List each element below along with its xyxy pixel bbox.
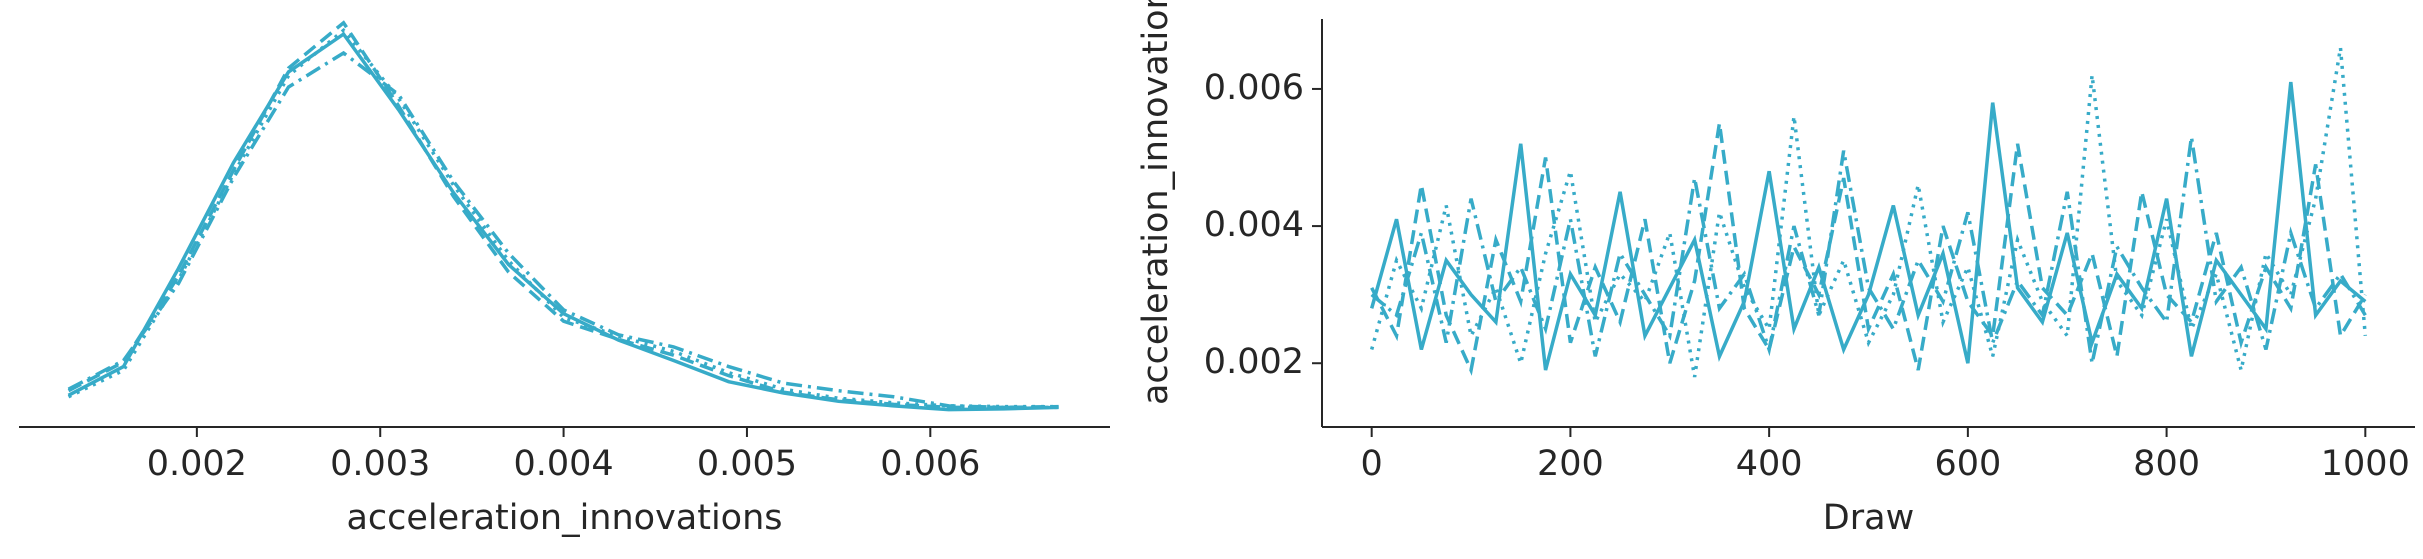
x-tick-label: 0.006 — [880, 444, 980, 484]
x-tick-label: 0.004 — [513, 444, 613, 484]
x-axis-label: acceleration_innovations — [346, 498, 782, 538]
series-line — [67, 20, 1059, 410]
x-tick-label: 0.003 — [330, 444, 430, 484]
x-tick-label: 0.005 — [697, 444, 797, 484]
x-tick-label: 400 — [1736, 444, 1803, 484]
series-line — [67, 50, 1059, 410]
x-axis-label: Draw — [1823, 498, 1914, 538]
series-line — [1369, 81, 2367, 371]
y-axis-label: acceleration_innovations — [1136, 0, 1176, 405]
y-tick-label: 0.006 — [1204, 68, 1304, 108]
y-tick-label: 0.002 — [1204, 342, 1304, 382]
series-line — [67, 27, 1059, 409]
x-tick-label: 1000 — [2321, 444, 2410, 484]
x-tick-label: 600 — [1934, 444, 2001, 484]
x-tick-label: 0.002 — [147, 444, 247, 484]
series-line — [1369, 47, 2368, 378]
series-line — [1370, 122, 2367, 376]
y-tick-label: 0.004 — [1204, 205, 1304, 245]
x-tick-label: 800 — [2133, 444, 2200, 484]
series-line — [1370, 136, 2367, 364]
x-tick-label: 0 — [1361, 444, 1383, 484]
series-line — [67, 31, 1059, 412]
x-tick-label: 200 — [1537, 444, 1604, 484]
